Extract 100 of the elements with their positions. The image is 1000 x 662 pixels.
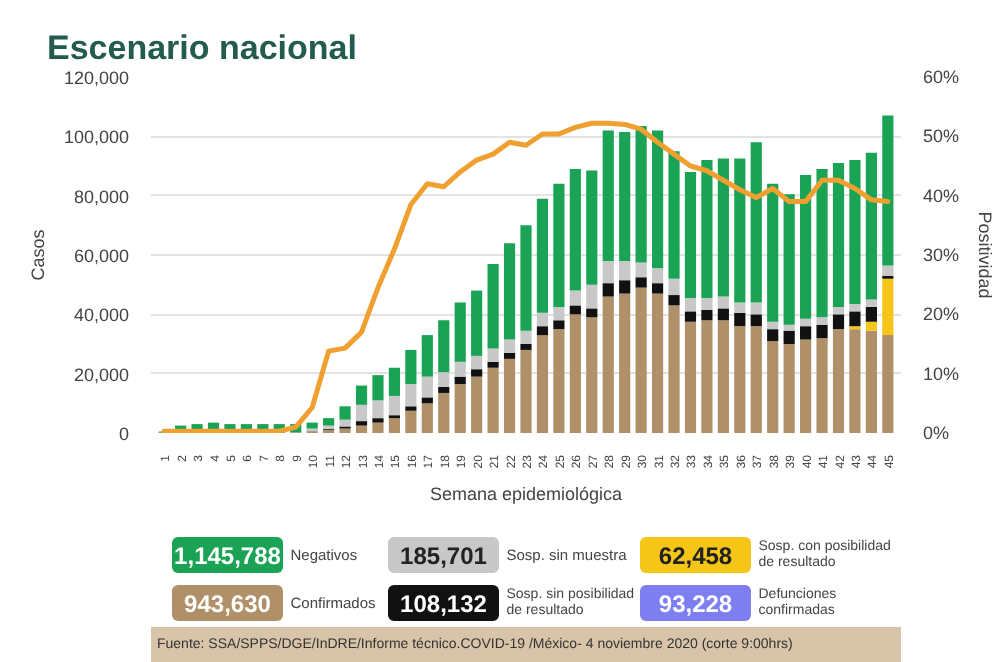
bar — [421, 403, 433, 433]
bar — [586, 308, 598, 318]
bar — [717, 158, 729, 297]
bar — [651, 283, 664, 294]
bar — [800, 318, 812, 327]
bar — [372, 422, 384, 433]
bar — [471, 355, 483, 370]
text: 943,630 — [184, 590, 271, 618]
bar — [800, 326, 812, 340]
bar — [635, 277, 647, 288]
chart-title: Escenario nacional — [47, 29, 357, 67]
bar — [668, 295, 680, 306]
bar — [882, 115, 894, 266]
bar — [405, 410, 417, 433]
bar — [651, 130, 664, 269]
bar — [750, 302, 762, 315]
bar — [438, 387, 450, 393]
bar — [372, 375, 384, 401]
bar — [503, 352, 516, 359]
bar — [750, 142, 762, 303]
y2-tick-label: 0% — [923, 423, 950, 443]
bar — [816, 338, 828, 433]
bar — [684, 171, 697, 299]
y2-tick-label: 10% — [923, 363, 960, 384]
bar — [684, 311, 697, 322]
bar — [865, 321, 877, 331]
bar — [520, 225, 532, 331]
bar — [619, 131, 631, 261]
y-tick-label: 120,000 — [63, 68, 130, 88]
bar — [701, 160, 713, 299]
bar — [487, 367, 499, 433]
y-tick-label: 0 — [118, 424, 130, 444]
bar — [602, 283, 614, 297]
y2-tick-label: 60% — [923, 67, 960, 87]
bar — [882, 265, 894, 276]
bar — [849, 303, 861, 312]
bar — [553, 183, 565, 307]
bar — [355, 425, 368, 433]
bar — [602, 296, 614, 433]
y-axis-title: Casos — [27, 228, 48, 281]
bar — [816, 324, 828, 339]
bar — [471, 369, 483, 377]
bar — [372, 400, 384, 419]
text: 93,228 — [658, 590, 733, 618]
y2-tick-label: 30% — [923, 245, 960, 265]
y-tick-label: 20,000 — [73, 364, 130, 385]
bar — [553, 306, 565, 321]
bar — [454, 361, 466, 377]
bar — [520, 330, 532, 344]
bar — [388, 418, 401, 433]
bar — [586, 284, 598, 309]
bar — [832, 163, 845, 307]
bar — [734, 302, 746, 313]
bar — [882, 278, 894, 336]
bar — [586, 317, 598, 433]
bar — [536, 312, 549, 327]
bar — [471, 376, 483, 433]
bar — [832, 306, 845, 315]
bar — [619, 293, 631, 433]
bar — [586, 170, 598, 285]
bar — [882, 335, 894, 433]
bar — [355, 404, 368, 422]
bar — [388, 395, 401, 416]
bar — [487, 348, 499, 362]
bar — [849, 311, 861, 327]
bar — [783, 194, 795, 325]
bar — [651, 293, 664, 433]
bar — [783, 344, 795, 433]
bar — [767, 321, 779, 330]
bar — [816, 317, 828, 325]
bar — [668, 151, 680, 279]
bar — [536, 335, 549, 433]
bar — [832, 329, 845, 433]
bar — [569, 290, 581, 306]
bar — [438, 372, 450, 388]
bar — [717, 308, 729, 321]
bar — [306, 422, 318, 429]
bar — [438, 392, 450, 433]
bar — [865, 299, 877, 307]
bar — [602, 130, 614, 261]
bar — [635, 287, 647, 433]
y2-tick-label: 40% — [923, 185, 960, 206]
y-tick-label: 40,000 — [73, 305, 130, 326]
bar — [849, 329, 861, 433]
bar — [536, 198, 549, 313]
bar — [520, 349, 532, 433]
bar — [800, 339, 812, 433]
bar — [619, 280, 631, 294]
y2-tick-label: 20% — [923, 304, 960, 325]
bar — [651, 268, 664, 284]
bar — [684, 321, 697, 433]
bar — [454, 376, 466, 385]
bar — [355, 385, 368, 405]
bar — [405, 384, 417, 407]
bar — [421, 397, 433, 404]
text: 108,132 — [400, 590, 487, 618]
bar — [717, 296, 729, 309]
bar — [635, 262, 647, 278]
bar — [487, 263, 499, 349]
bar — [569, 168, 581, 291]
